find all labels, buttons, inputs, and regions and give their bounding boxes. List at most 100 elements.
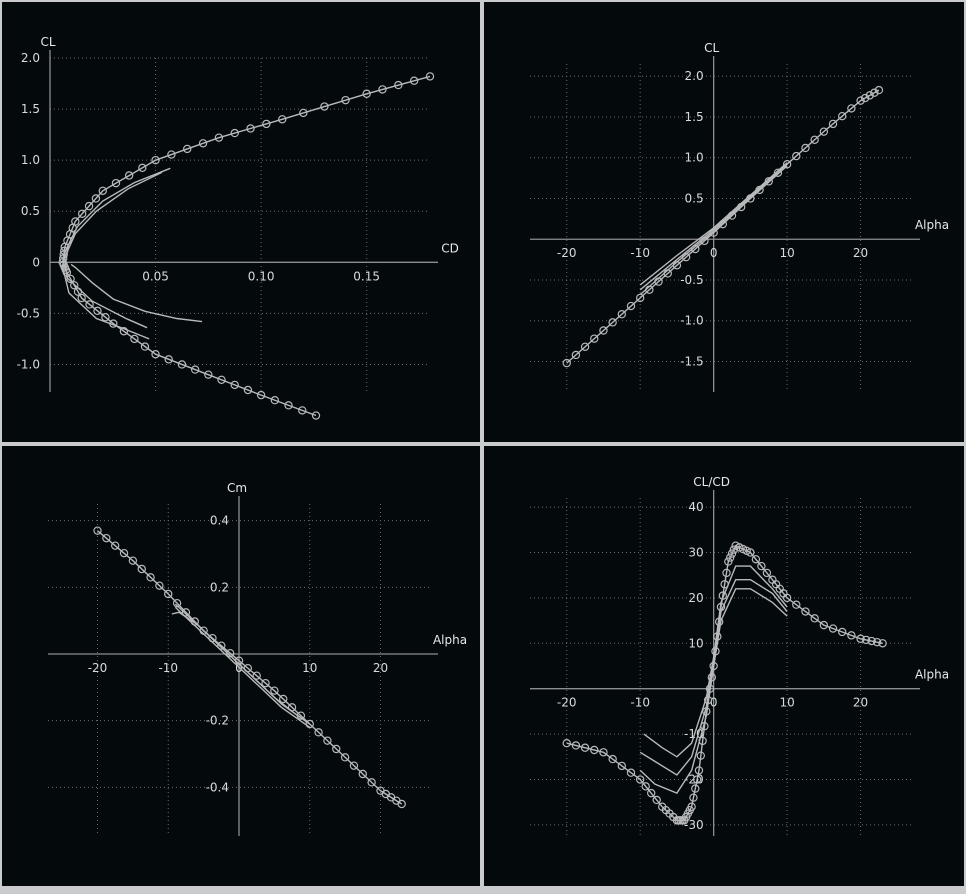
chart-clcd_alpha-series-0-marker bbox=[641, 782, 650, 791]
chart-polar-y-tick-label: 0 bbox=[32, 255, 40, 269]
chart-cl_alpha-x-axis-label: Alpha bbox=[915, 218, 949, 232]
chart-polar-series-0-point bbox=[362, 89, 371, 98]
chart-cm_alpha-x-tick-label: -20 bbox=[88, 661, 108, 675]
chart-polar-series-0-marker bbox=[130, 334, 139, 344]
chart-cm_alpha-series-0-point bbox=[340, 753, 350, 762]
chart-polar-series-0-marker bbox=[299, 108, 308, 118]
chart-cm_alpha-series-0-line bbox=[97, 530, 403, 805]
chart-clcd_alpha-series-0-point bbox=[878, 639, 887, 648]
chart-clcd_alpha-series-0-point bbox=[819, 620, 829, 630]
chart-cm_alpha-series-0-point bbox=[397, 799, 406, 809]
chart-cl_alpha-series-0-marker bbox=[801, 143, 810, 153]
chart-clcd_alpha-x-tick-label: 20 bbox=[853, 696, 868, 710]
chart-clcd_alpha-y-tick-label: 40 bbox=[688, 500, 703, 514]
chart-clcd_alpha-x-tick-label: 0 bbox=[710, 696, 718, 710]
chart-cl_alpha-y-tick-label: 1.0 bbox=[685, 151, 704, 165]
chart-clcd_alpha-series-0-marker bbox=[867, 636, 876, 646]
chart-polar-series-0-marker bbox=[70, 281, 79, 290]
chart-cl_alpha-series-0-marker bbox=[792, 151, 801, 161]
chart-cl_alpha-y-tick-label: -0.5 bbox=[680, 273, 703, 287]
chart-polar-series-0-point bbox=[256, 390, 266, 400]
chart-cm_alpha-series-0-marker bbox=[323, 736, 332, 745]
chart-polar-series-0-marker bbox=[320, 102, 329, 111]
chart-clcd_alpha-y-axis-label: CL/CD bbox=[693, 475, 730, 489]
chart-clcd_alpha-x-tick-label: -20 bbox=[557, 696, 577, 710]
chart-cm_alpha-x-tick-label: 20 bbox=[373, 661, 388, 675]
chart-clcd_alpha-series-0-marker bbox=[872, 637, 882, 647]
chart-cl_alpha-y-tick-label: -1.5 bbox=[680, 354, 703, 368]
chart-cl_alpha-series-0-marker bbox=[773, 168, 783, 178]
chart-cm_alpha-series-0-marker bbox=[102, 533, 111, 543]
chart-cl_alpha-series-0-marker bbox=[571, 350, 581, 360]
chart-cl_alpha-series-0-marker bbox=[828, 119, 838, 129]
chart-cl_alpha-y-tick-label: 0.5 bbox=[685, 191, 704, 205]
chart-cm_alpha-series-0-marker bbox=[137, 564, 146, 574]
chart-cm_alpha-series-0-marker bbox=[172, 598, 182, 608]
chart-cl_alpha-series-0-marker bbox=[590, 334, 599, 343]
chart-clcd_alpha-series-0-marker bbox=[762, 568, 772, 578]
chart-polar-series-0-marker bbox=[93, 306, 102, 316]
chart-clcd_alpha-y-tick-label: -30 bbox=[684, 818, 704, 832]
chart-polar-series-0-marker bbox=[138, 163, 147, 173]
chart-cm_alpha-series-0-point bbox=[93, 526, 102, 535]
chart-clcd_alpha-series-0-marker bbox=[729, 545, 739, 554]
chart-polar-series-0-marker bbox=[198, 139, 208, 148]
chart-cm_alpha-series-0-marker bbox=[349, 761, 359, 770]
chart-polar-series-3-line bbox=[70, 263, 203, 323]
chart-clcd_alpha-series-0-marker bbox=[689, 793, 698, 802]
chart-polar-series-0-marker bbox=[230, 128, 239, 138]
chart-cl_alpha-series-0-marker bbox=[870, 88, 879, 97]
chart-clcd_alpha-series-0-marker bbox=[580, 743, 590, 752]
chart-cm_alpha-series-0-marker bbox=[111, 541, 120, 550]
chart-polar-series-0-marker bbox=[243, 385, 253, 395]
chart-clcd_alpha-series-0-marker bbox=[838, 627, 847, 637]
chart-cl_alpha-series-0-marker bbox=[847, 104, 856, 113]
chart-cl_alpha-series-0-marker bbox=[860, 93, 870, 103]
chart-clcd_alpha-series-1-line bbox=[639, 588, 788, 794]
chart-polar-y-tick-label: 2.0 bbox=[21, 51, 40, 65]
cm-alpha-panel: -20 -10 0 10 20 -0.4 -0.2 0.2 0.4 Cm Alpha bbox=[2, 446, 480, 886]
chart-polar-series-0-marker bbox=[378, 85, 387, 94]
chart-polar-y-axis-label: CL bbox=[40, 35, 55, 49]
chart-clcd_alpha-y-tick-label: 20 bbox=[688, 591, 703, 605]
chart-cl_alpha-y-tick-label: 2.0 bbox=[685, 69, 704, 83]
chart-polar-series-0-marker bbox=[298, 406, 307, 415]
chart-polar-series-0-point bbox=[98, 186, 107, 195]
chart-clcd_alpha-series-0-marker bbox=[722, 568, 731, 578]
chart-cl_alpha-series-0-marker bbox=[838, 111, 847, 121]
chart-cl_alpha-series-2-line bbox=[639, 163, 788, 291]
chart-cl_alpha-x-tick-label: -10 bbox=[630, 246, 650, 260]
chart-clcd_alpha-series-0-marker bbox=[810, 614, 819, 623]
chart-cl_alpha-series-3-line bbox=[639, 162, 788, 286]
chart-clcd_alpha-x-axis-label: Alpha bbox=[915, 668, 949, 682]
chart-polar-series-0-marker bbox=[284, 401, 293, 410]
chart-polar-series-0-marker bbox=[183, 144, 192, 154]
chart-cm_alpha-series-3-line bbox=[174, 603, 311, 725]
chart-polar-series-0-marker bbox=[85, 300, 94, 309]
chart-clcd_alpha-series-0-marker bbox=[652, 795, 661, 805]
chart-cm_alpha-series-0-marker bbox=[261, 678, 270, 688]
chart-cl_alpha-x-tick-label: 0 bbox=[710, 246, 718, 260]
chart-polar-series-0-point bbox=[204, 370, 213, 379]
chart-clcd_alpha-series-0-marker bbox=[727, 549, 737, 558]
chart-cm_alpha-series-0-marker bbox=[181, 608, 191, 617]
chart-cl_alpha-series-0-marker bbox=[617, 310, 627, 319]
chart-polar-series-0-point bbox=[214, 133, 224, 142]
chart-polar-series-0-point bbox=[425, 72, 435, 81]
cl-alpha-panel: -20 -10 0 10 20 -1.5 -1.0 -0.5 0.5 1.0 1.5 2.0 CL Alp… bbox=[484, 2, 964, 442]
chart-polar-series-0-marker bbox=[101, 313, 110, 322]
chart-polar-series-0-marker bbox=[394, 80, 403, 90]
chart-polar-series-0-marker bbox=[190, 365, 200, 374]
chart-polar-series-0-point bbox=[278, 115, 287, 124]
chart-polar-series-0-point bbox=[151, 155, 160, 165]
chart-cl_alpha-x-tick-label: 20 bbox=[853, 246, 868, 260]
chart-polar-series-0-marker bbox=[124, 171, 134, 180]
chart-cm_alpha-x-tick-label: 10 bbox=[302, 661, 317, 675]
chart-clcd_alpha-y-tick-label: 10 bbox=[688, 636, 703, 650]
chart-clcd_alpha-series-0-point bbox=[856, 634, 865, 643]
chart-polar-series-0-point bbox=[71, 217, 80, 226]
chart-clcd_alpha-series-0-point bbox=[562, 738, 571, 748]
chart-clcd_alpha-series-0-marker bbox=[861, 635, 871, 645]
